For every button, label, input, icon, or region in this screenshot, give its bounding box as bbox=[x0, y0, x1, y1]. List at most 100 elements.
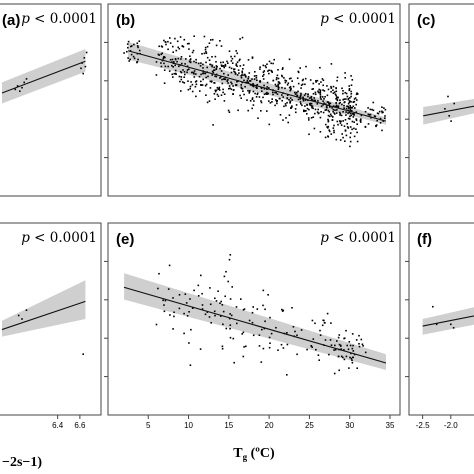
data-point bbox=[356, 99, 358, 101]
data-point bbox=[239, 94, 241, 97]
data-point bbox=[215, 89, 218, 92]
data-point bbox=[210, 39, 212, 41]
data-point bbox=[189, 364, 192, 366]
data-point bbox=[304, 99, 307, 101]
panel-frame bbox=[0, 3, 102, 197]
data-point bbox=[251, 56, 254, 58]
x-axis-label-partial-left: −2s−1) bbox=[2, 455, 42, 470]
data-point bbox=[214, 75, 216, 77]
data-point bbox=[240, 87, 243, 90]
data-point bbox=[303, 94, 306, 97]
data-point bbox=[350, 106, 352, 109]
data-point bbox=[223, 66, 225, 69]
data-point bbox=[223, 275, 226, 278]
data-point bbox=[215, 68, 218, 70]
data-point bbox=[318, 83, 320, 85]
data-point bbox=[19, 90, 21, 92]
data-point bbox=[335, 94, 337, 97]
data-point bbox=[209, 80, 212, 83]
data-point bbox=[351, 361, 354, 364]
data-point bbox=[195, 95, 197, 98]
data-point bbox=[240, 298, 242, 300]
data-point bbox=[342, 136, 344, 139]
data-point bbox=[276, 93, 279, 95]
data-point bbox=[300, 87, 302, 89]
data-point bbox=[167, 48, 169, 51]
data-point bbox=[381, 106, 383, 108]
data-point bbox=[289, 100, 291, 103]
data-point bbox=[240, 76, 243, 79]
data-point bbox=[201, 308, 204, 310]
data-point bbox=[301, 83, 304, 86]
data-point bbox=[219, 302, 221, 304]
data-point bbox=[189, 55, 191, 57]
data-point bbox=[184, 73, 186, 76]
data-point bbox=[236, 65, 238, 67]
data-point bbox=[348, 89, 351, 92]
data-point bbox=[211, 56, 213, 58]
data-point bbox=[260, 101, 263, 104]
data-point bbox=[267, 294, 269, 296]
data-point bbox=[255, 75, 258, 77]
data-point bbox=[191, 90, 194, 93]
data-point bbox=[137, 46, 139, 49]
data-point bbox=[332, 85, 335, 88]
confidence-band bbox=[2, 280, 86, 337]
data-point bbox=[183, 71, 186, 73]
data-point bbox=[274, 104, 276, 107]
data-point bbox=[169, 37, 171, 39]
data-point bbox=[248, 319, 251, 322]
data-point bbox=[248, 72, 251, 74]
data-point bbox=[379, 122, 382, 124]
data-point bbox=[315, 81, 317, 83]
data-point bbox=[336, 96, 339, 99]
data-point bbox=[180, 76, 183, 78]
data-point bbox=[171, 61, 173, 63]
data-point bbox=[249, 100, 252, 102]
data-point bbox=[347, 105, 350, 108]
data-point bbox=[251, 107, 253, 110]
data-point bbox=[343, 349, 345, 351]
data-point bbox=[236, 52, 238, 55]
data-point bbox=[316, 111, 319, 113]
p-value-label: p < 0.0001 bbox=[21, 11, 97, 27]
data-point bbox=[323, 90, 326, 92]
data-point bbox=[261, 328, 263, 331]
data-point bbox=[234, 71, 236, 73]
data-point bbox=[313, 97, 315, 99]
data-point bbox=[220, 61, 222, 64]
data-point bbox=[160, 53, 162, 56]
data-point bbox=[204, 72, 206, 75]
data-point bbox=[300, 94, 302, 96]
data-point bbox=[251, 78, 253, 80]
data-point bbox=[326, 312, 329, 315]
data-point bbox=[127, 40, 130, 43]
data-point bbox=[233, 55, 236, 58]
data-point bbox=[254, 71, 256, 73]
data-point bbox=[342, 92, 344, 95]
data-point bbox=[198, 75, 201, 78]
data-point bbox=[163, 39, 165, 42]
data-point bbox=[339, 139, 342, 141]
data-point bbox=[358, 345, 361, 348]
data-point bbox=[224, 295, 226, 298]
data-point bbox=[330, 63, 333, 65]
data-point bbox=[291, 307, 293, 309]
data-point bbox=[241, 74, 243, 76]
data-point bbox=[163, 82, 166, 84]
data-point bbox=[215, 75, 218, 78]
data-point bbox=[356, 131, 358, 134]
data-point bbox=[218, 86, 221, 89]
data-point bbox=[311, 346, 313, 348]
data-point bbox=[172, 51, 174, 53]
data-point bbox=[213, 82, 216, 84]
data-point bbox=[272, 79, 274, 82]
data-point bbox=[335, 90, 338, 93]
confidence-band bbox=[2, 49, 86, 104]
data-point bbox=[127, 57, 129, 59]
data-point bbox=[262, 64, 265, 67]
data-point bbox=[200, 274, 202, 277]
data-point bbox=[384, 117, 386, 119]
data-point bbox=[173, 61, 175, 63]
